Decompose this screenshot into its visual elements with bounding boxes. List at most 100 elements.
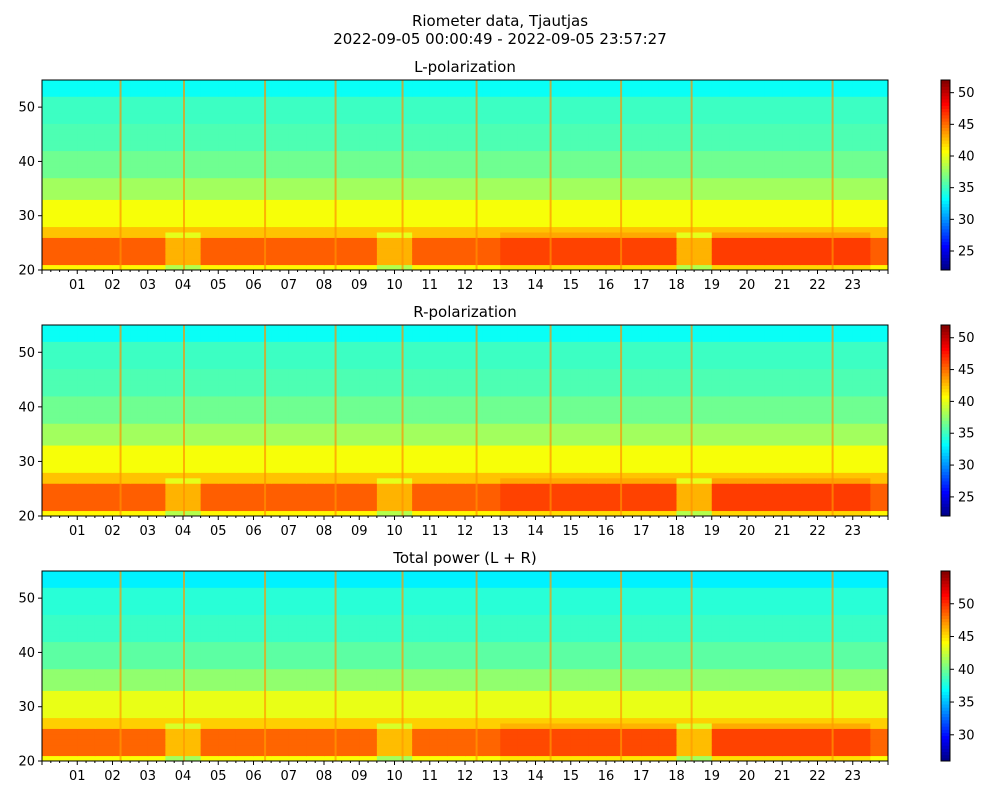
heatmap-cell (147, 101, 166, 108)
heatmap-cell (112, 690, 131, 697)
heatmap-cell (517, 450, 536, 457)
heatmap-cell (782, 712, 801, 719)
heatmap-cell (235, 695, 254, 702)
heatmap-cell (835, 259, 854, 266)
heatmap-cell (711, 723, 730, 729)
heatmap-cell (535, 112, 554, 119)
heatmap-cell (94, 177, 113, 184)
heatmap-cell (852, 188, 871, 195)
heatmap-cell (412, 625, 431, 632)
heatmap-cell (359, 357, 378, 364)
heatmap-cell (517, 352, 536, 359)
heatmap-cell (235, 636, 254, 643)
heatmap-cell (500, 172, 519, 179)
heatmap-cell (341, 755, 360, 762)
heatmap-cell (482, 439, 501, 446)
heatmap-cell (694, 510, 713, 517)
heatmap-cell (306, 199, 325, 206)
heatmap-cell (447, 434, 466, 441)
y-tick-label: 30 (18, 209, 35, 224)
heatmap-cell (588, 96, 607, 103)
heatmap-cell (553, 450, 572, 457)
heatmap-cell (482, 701, 501, 708)
heatmap-cell (817, 172, 836, 179)
heatmap-cell (623, 346, 642, 353)
heatmap-cell (535, 248, 554, 255)
heatmap-cell (553, 368, 572, 375)
heatmap-cell (658, 90, 677, 97)
heatmap-cell (606, 166, 625, 173)
heatmap-cell (799, 112, 818, 119)
heatmap-cell (465, 368, 484, 375)
colorbar-segment (941, 344, 950, 348)
heatmap-cell (235, 374, 254, 381)
x-tick-label: 02 (104, 524, 121, 539)
heatmap-cell (253, 674, 272, 681)
heatmap-cell (183, 161, 202, 168)
heatmap-cell (447, 428, 466, 435)
heatmap-cell (183, 368, 202, 375)
heatmap-cell (606, 668, 625, 675)
heatmap-cell (764, 625, 783, 632)
heatmap-cell (253, 395, 272, 402)
heatmap-cell (799, 385, 818, 391)
heatmap-cell (500, 352, 519, 359)
heatmap-cell (482, 401, 501, 408)
heatmap-cell (130, 330, 149, 337)
heatmap-cell (641, 101, 660, 108)
heatmap-cell (59, 335, 78, 342)
heatmap-cell (324, 695, 343, 702)
heatmap-cell (835, 483, 854, 490)
heatmap-cell (729, 188, 748, 195)
heatmap-cell (570, 161, 589, 168)
heatmap-cell (235, 755, 254, 762)
heatmap-cell (218, 210, 237, 217)
heatmap-cell (376, 663, 395, 670)
heatmap-cell (729, 90, 748, 97)
heatmap-cell (817, 139, 836, 146)
heatmap-cell (676, 657, 695, 664)
heatmap-cell (324, 412, 343, 419)
heatmap-cell (341, 750, 360, 757)
heatmap-cell (782, 183, 801, 190)
heatmap-cell (817, 363, 836, 370)
colorbar-segment (941, 99, 950, 103)
heatmap-cell (817, 641, 836, 648)
heatmap-cell (94, 499, 113, 506)
heatmap-cell (676, 226, 695, 233)
heatmap-cell (676, 90, 695, 97)
heatmap-cell (535, 215, 554, 222)
heatmap-cell (253, 357, 272, 364)
heatmap-cell (694, 641, 713, 648)
heatmap-cell (747, 134, 766, 141)
heatmap-cell (588, 647, 607, 653)
heatmap-cell (235, 417, 254, 424)
heatmap-cell (623, 259, 642, 266)
heatmap-cell (799, 390, 818, 397)
heatmap-cell (711, 390, 730, 397)
heatmap-cell (747, 199, 766, 206)
heatmap-cell (729, 112, 748, 119)
heatmap-cell (288, 379, 307, 386)
heatmap-cell (59, 210, 78, 217)
heatmap-cell (130, 455, 149, 462)
heatmap-cell (341, 172, 360, 179)
heatmap-cell (588, 325, 607, 331)
heatmap-cell (694, 237, 713, 244)
heatmap-cell (359, 728, 378, 735)
heatmap-cell (764, 461, 783, 468)
heatmap-cell (799, 156, 818, 162)
heatmap-cell (729, 248, 748, 255)
heatmap-cell (870, 466, 889, 473)
heatmap-cell (447, 685, 466, 691)
heatmap-cell (764, 466, 783, 473)
heatmap-cell (782, 701, 801, 708)
heatmap-cell (782, 739, 801, 746)
heatmap-cell (588, 80, 607, 86)
heatmap-cell (870, 96, 889, 103)
heatmap-cell (500, 494, 519, 501)
heatmap-cell (500, 368, 519, 375)
heatmap-cell (500, 647, 519, 653)
heatmap-cell (694, 253, 713, 260)
heatmap-cell (341, 156, 360, 162)
